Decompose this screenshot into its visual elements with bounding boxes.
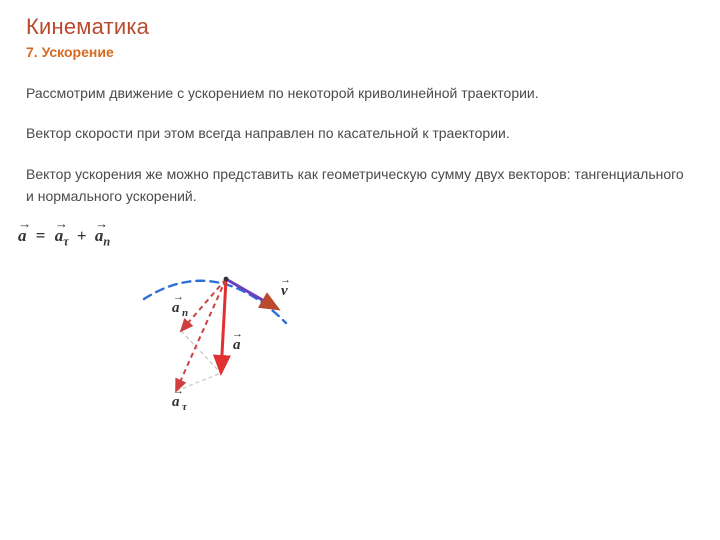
label-an: a bbox=[172, 300, 180, 316]
paragraph-3: Вектор ускорения же можно представить ка… bbox=[26, 163, 694, 208]
formula-acceleration: a = aτ + an bbox=[18, 226, 694, 249]
label-a: a bbox=[233, 337, 241, 353]
label-at-sub: τ bbox=[182, 401, 188, 411]
page-title: Кинематика bbox=[26, 14, 694, 40]
label-v: v bbox=[281, 283, 288, 299]
vector-accel-total bbox=[221, 279, 226, 373]
formula-a-n: an bbox=[95, 226, 110, 249]
formula-a: a bbox=[18, 226, 27, 246]
section-subtitle: 7. Ускорение bbox=[26, 44, 694, 60]
paragraph-2: Вектор скорости при этом всегда направле… bbox=[26, 122, 694, 144]
plus-sign: + bbox=[73, 226, 91, 245]
label-at: a bbox=[172, 394, 180, 410]
equals-sign: = bbox=[31, 226, 51, 245]
origin-point bbox=[224, 277, 229, 282]
label-an-sub: n bbox=[182, 307, 188, 319]
acceleration-diagram: →v→a→an→aτ bbox=[136, 261, 694, 416]
formula-a-tau: aτ bbox=[55, 226, 69, 249]
paragraph-1: Рассмотрим движение с ускорением по неко… bbox=[26, 82, 694, 104]
vector-velocity bbox=[226, 279, 278, 309]
vector-accel-normal bbox=[181, 279, 226, 331]
